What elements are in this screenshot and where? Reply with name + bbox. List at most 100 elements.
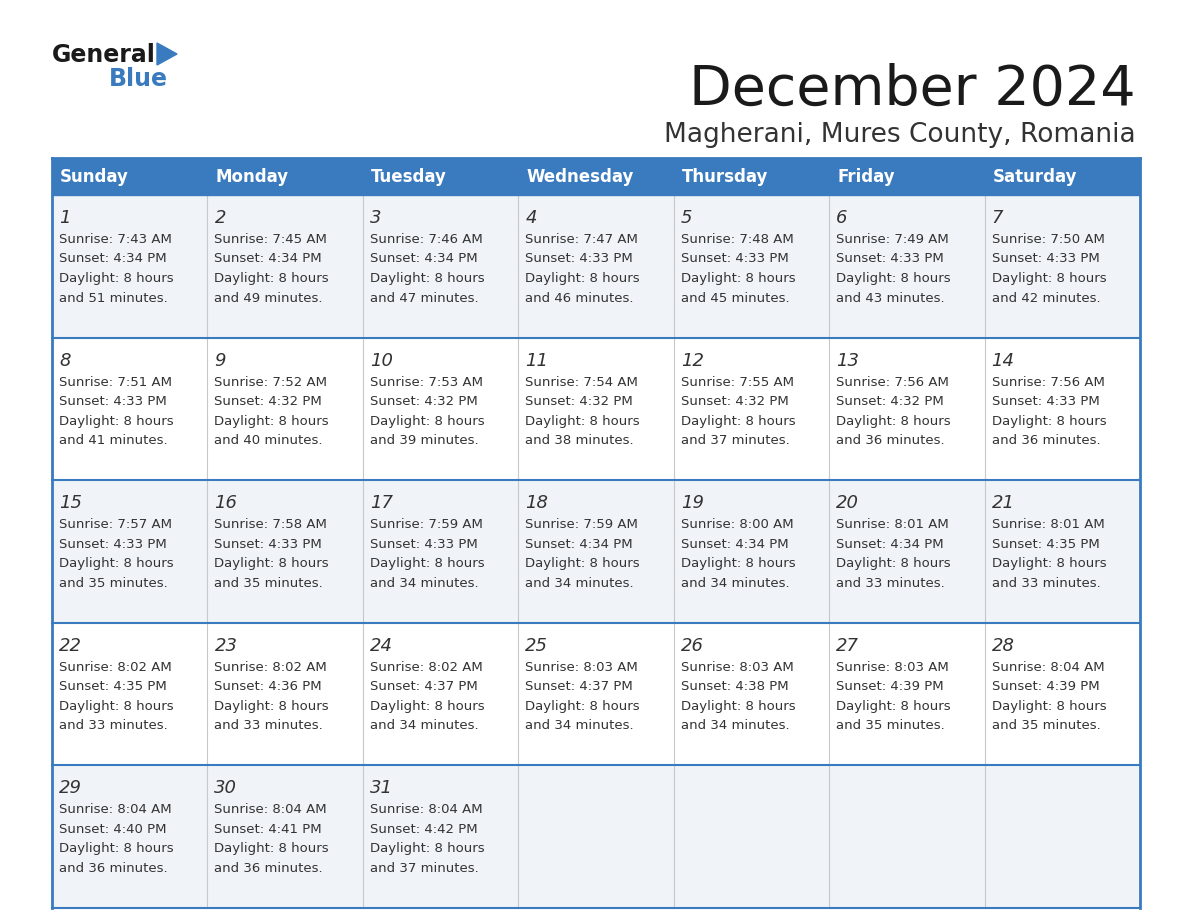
Text: Sunset: 4:33 PM: Sunset: 4:33 PM [214, 538, 322, 551]
Text: 10: 10 [369, 352, 393, 370]
Text: 3: 3 [369, 209, 381, 227]
Text: and 51 minutes.: and 51 minutes. [59, 292, 168, 305]
Text: Sunrise: 7:52 AM: Sunrise: 7:52 AM [214, 375, 328, 388]
Text: and 35 minutes.: and 35 minutes. [59, 577, 168, 589]
Text: General: General [52, 43, 156, 67]
Text: Sunrise: 7:51 AM: Sunrise: 7:51 AM [59, 375, 172, 388]
Text: Monday: Monday [215, 167, 289, 185]
Text: Sunrise: 7:46 AM: Sunrise: 7:46 AM [369, 233, 482, 246]
Text: Sunset: 4:38 PM: Sunset: 4:38 PM [681, 680, 789, 693]
Text: Daylight: 8 hours: Daylight: 8 hours [525, 557, 640, 570]
Text: Sunset: 4:34 PM: Sunset: 4:34 PM [525, 538, 633, 551]
Text: Daylight: 8 hours: Daylight: 8 hours [992, 415, 1106, 428]
Text: 9: 9 [214, 352, 226, 370]
Text: 8: 8 [59, 352, 70, 370]
Text: Daylight: 8 hours: Daylight: 8 hours [836, 700, 950, 712]
Text: 31: 31 [369, 779, 393, 798]
Text: and 35 minutes.: and 35 minutes. [836, 720, 944, 733]
Text: Sunrise: 8:02 AM: Sunrise: 8:02 AM [214, 661, 327, 674]
Text: Sunrise: 8:00 AM: Sunrise: 8:00 AM [681, 518, 794, 532]
Text: Magherani, Mures County, Romania: Magherani, Mures County, Romania [664, 122, 1136, 148]
Text: Daylight: 8 hours: Daylight: 8 hours [214, 843, 329, 856]
Text: 18: 18 [525, 494, 549, 512]
Text: Daylight: 8 hours: Daylight: 8 hours [369, 557, 485, 570]
Bar [52, 622, 1140, 766]
Text: 23: 23 [214, 637, 238, 655]
Text: Daylight: 8 hours: Daylight: 8 hours [214, 272, 329, 285]
Text: Sunset: 4:32 PM: Sunset: 4:32 PM [681, 395, 789, 409]
Text: Sunrise: 8:03 AM: Sunrise: 8:03 AM [836, 661, 949, 674]
Text: Sunset: 4:34 PM: Sunset: 4:34 PM [214, 252, 322, 265]
Text: Sunrise: 8:01 AM: Sunrise: 8:01 AM [836, 518, 949, 532]
Text: Sunset: 4:33 PM: Sunset: 4:33 PM [836, 252, 944, 265]
Text: 26: 26 [681, 637, 703, 655]
Text: and 39 minutes.: and 39 minutes. [369, 434, 479, 447]
Text: Sunset: 4:32 PM: Sunset: 4:32 PM [525, 395, 633, 409]
Text: and 34 minutes.: and 34 minutes. [369, 720, 479, 733]
Text: Daylight: 8 hours: Daylight: 8 hours [369, 700, 485, 712]
Text: and 37 minutes.: and 37 minutes. [681, 434, 790, 447]
Text: 30: 30 [214, 779, 238, 798]
Text: Sunset: 4:39 PM: Sunset: 4:39 PM [992, 680, 1099, 693]
Text: Sunset: 4:33 PM: Sunset: 4:33 PM [369, 538, 478, 551]
Text: Sunrise: 8:01 AM: Sunrise: 8:01 AM [992, 518, 1105, 532]
Text: Daylight: 8 hours: Daylight: 8 hours [681, 557, 795, 570]
Text: Sunrise: 7:49 AM: Sunrise: 7:49 AM [836, 233, 949, 246]
Text: Sunset: 4:37 PM: Sunset: 4:37 PM [369, 680, 478, 693]
Text: and 45 minutes.: and 45 minutes. [681, 292, 789, 305]
Text: Daylight: 8 hours: Daylight: 8 hours [59, 557, 173, 570]
Text: Daylight: 8 hours: Daylight: 8 hours [992, 700, 1106, 712]
Text: Daylight: 8 hours: Daylight: 8 hours [836, 272, 950, 285]
Text: 27: 27 [836, 637, 859, 655]
Text: Sunrise: 8:04 AM: Sunrise: 8:04 AM [369, 803, 482, 816]
Text: Sunrise: 7:54 AM: Sunrise: 7:54 AM [525, 375, 638, 388]
Text: and 37 minutes.: and 37 minutes. [369, 862, 479, 875]
Text: 21: 21 [992, 494, 1015, 512]
Text: Sunset: 4:33 PM: Sunset: 4:33 PM [525, 252, 633, 265]
Text: 14: 14 [992, 352, 1015, 370]
Bar [52, 338, 1140, 480]
Text: and 43 minutes.: and 43 minutes. [836, 292, 944, 305]
Text: Sunrise: 8:04 AM: Sunrise: 8:04 AM [992, 661, 1104, 674]
Text: Tuesday: Tuesday [371, 167, 447, 185]
Text: Daylight: 8 hours: Daylight: 8 hours [525, 700, 640, 712]
Text: 13: 13 [836, 352, 859, 370]
Text: Sunrise: 8:02 AM: Sunrise: 8:02 AM [59, 661, 172, 674]
Text: Daylight: 8 hours: Daylight: 8 hours [214, 700, 329, 712]
Text: and 34 minutes.: and 34 minutes. [525, 577, 634, 589]
Text: Sunset: 4:37 PM: Sunset: 4:37 PM [525, 680, 633, 693]
Text: Daylight: 8 hours: Daylight: 8 hours [59, 272, 173, 285]
Text: Daylight: 8 hours: Daylight: 8 hours [525, 272, 640, 285]
Text: Sunset: 4:33 PM: Sunset: 4:33 PM [992, 252, 1099, 265]
Text: Sunset: 4:35 PM: Sunset: 4:35 PM [992, 538, 1099, 551]
Text: and 34 minutes.: and 34 minutes. [681, 577, 789, 589]
Text: Sunset: 4:36 PM: Sunset: 4:36 PM [214, 680, 322, 693]
Text: Sunrise: 7:47 AM: Sunrise: 7:47 AM [525, 233, 638, 246]
Text: 7: 7 [992, 209, 1003, 227]
Text: Sunrise: 7:55 AM: Sunrise: 7:55 AM [681, 375, 794, 388]
Text: Daylight: 8 hours: Daylight: 8 hours [59, 843, 173, 856]
Text: Thursday: Thursday [682, 167, 769, 185]
Text: 15: 15 [59, 494, 82, 512]
Bar [52, 158, 1140, 195]
Bar [52, 195, 1140, 338]
Text: and 35 minutes.: and 35 minutes. [214, 577, 323, 589]
Text: Sunrise: 7:59 AM: Sunrise: 7:59 AM [525, 518, 638, 532]
Text: Blue: Blue [109, 67, 168, 91]
Text: Sunrise: 7:59 AM: Sunrise: 7:59 AM [369, 518, 482, 532]
Text: and 36 minutes.: and 36 minutes. [992, 434, 1100, 447]
Text: 1: 1 [59, 209, 70, 227]
Text: Sunset: 4:34 PM: Sunset: 4:34 PM [59, 252, 166, 265]
Text: Sunset: 4:33 PM: Sunset: 4:33 PM [681, 252, 789, 265]
Text: and 33 minutes.: and 33 minutes. [836, 577, 944, 589]
Text: 19: 19 [681, 494, 703, 512]
Polygon shape [157, 43, 177, 65]
Text: and 35 minutes.: and 35 minutes. [992, 720, 1100, 733]
Text: Daylight: 8 hours: Daylight: 8 hours [369, 843, 485, 856]
Text: Sunset: 4:33 PM: Sunset: 4:33 PM [992, 395, 1099, 409]
Text: Sunrise: 8:03 AM: Sunrise: 8:03 AM [681, 661, 794, 674]
Text: Daylight: 8 hours: Daylight: 8 hours [369, 272, 485, 285]
Text: Saturday: Saturday [992, 167, 1078, 185]
Text: Sunset: 4:41 PM: Sunset: 4:41 PM [214, 823, 322, 836]
Text: December 2024: December 2024 [689, 63, 1136, 117]
